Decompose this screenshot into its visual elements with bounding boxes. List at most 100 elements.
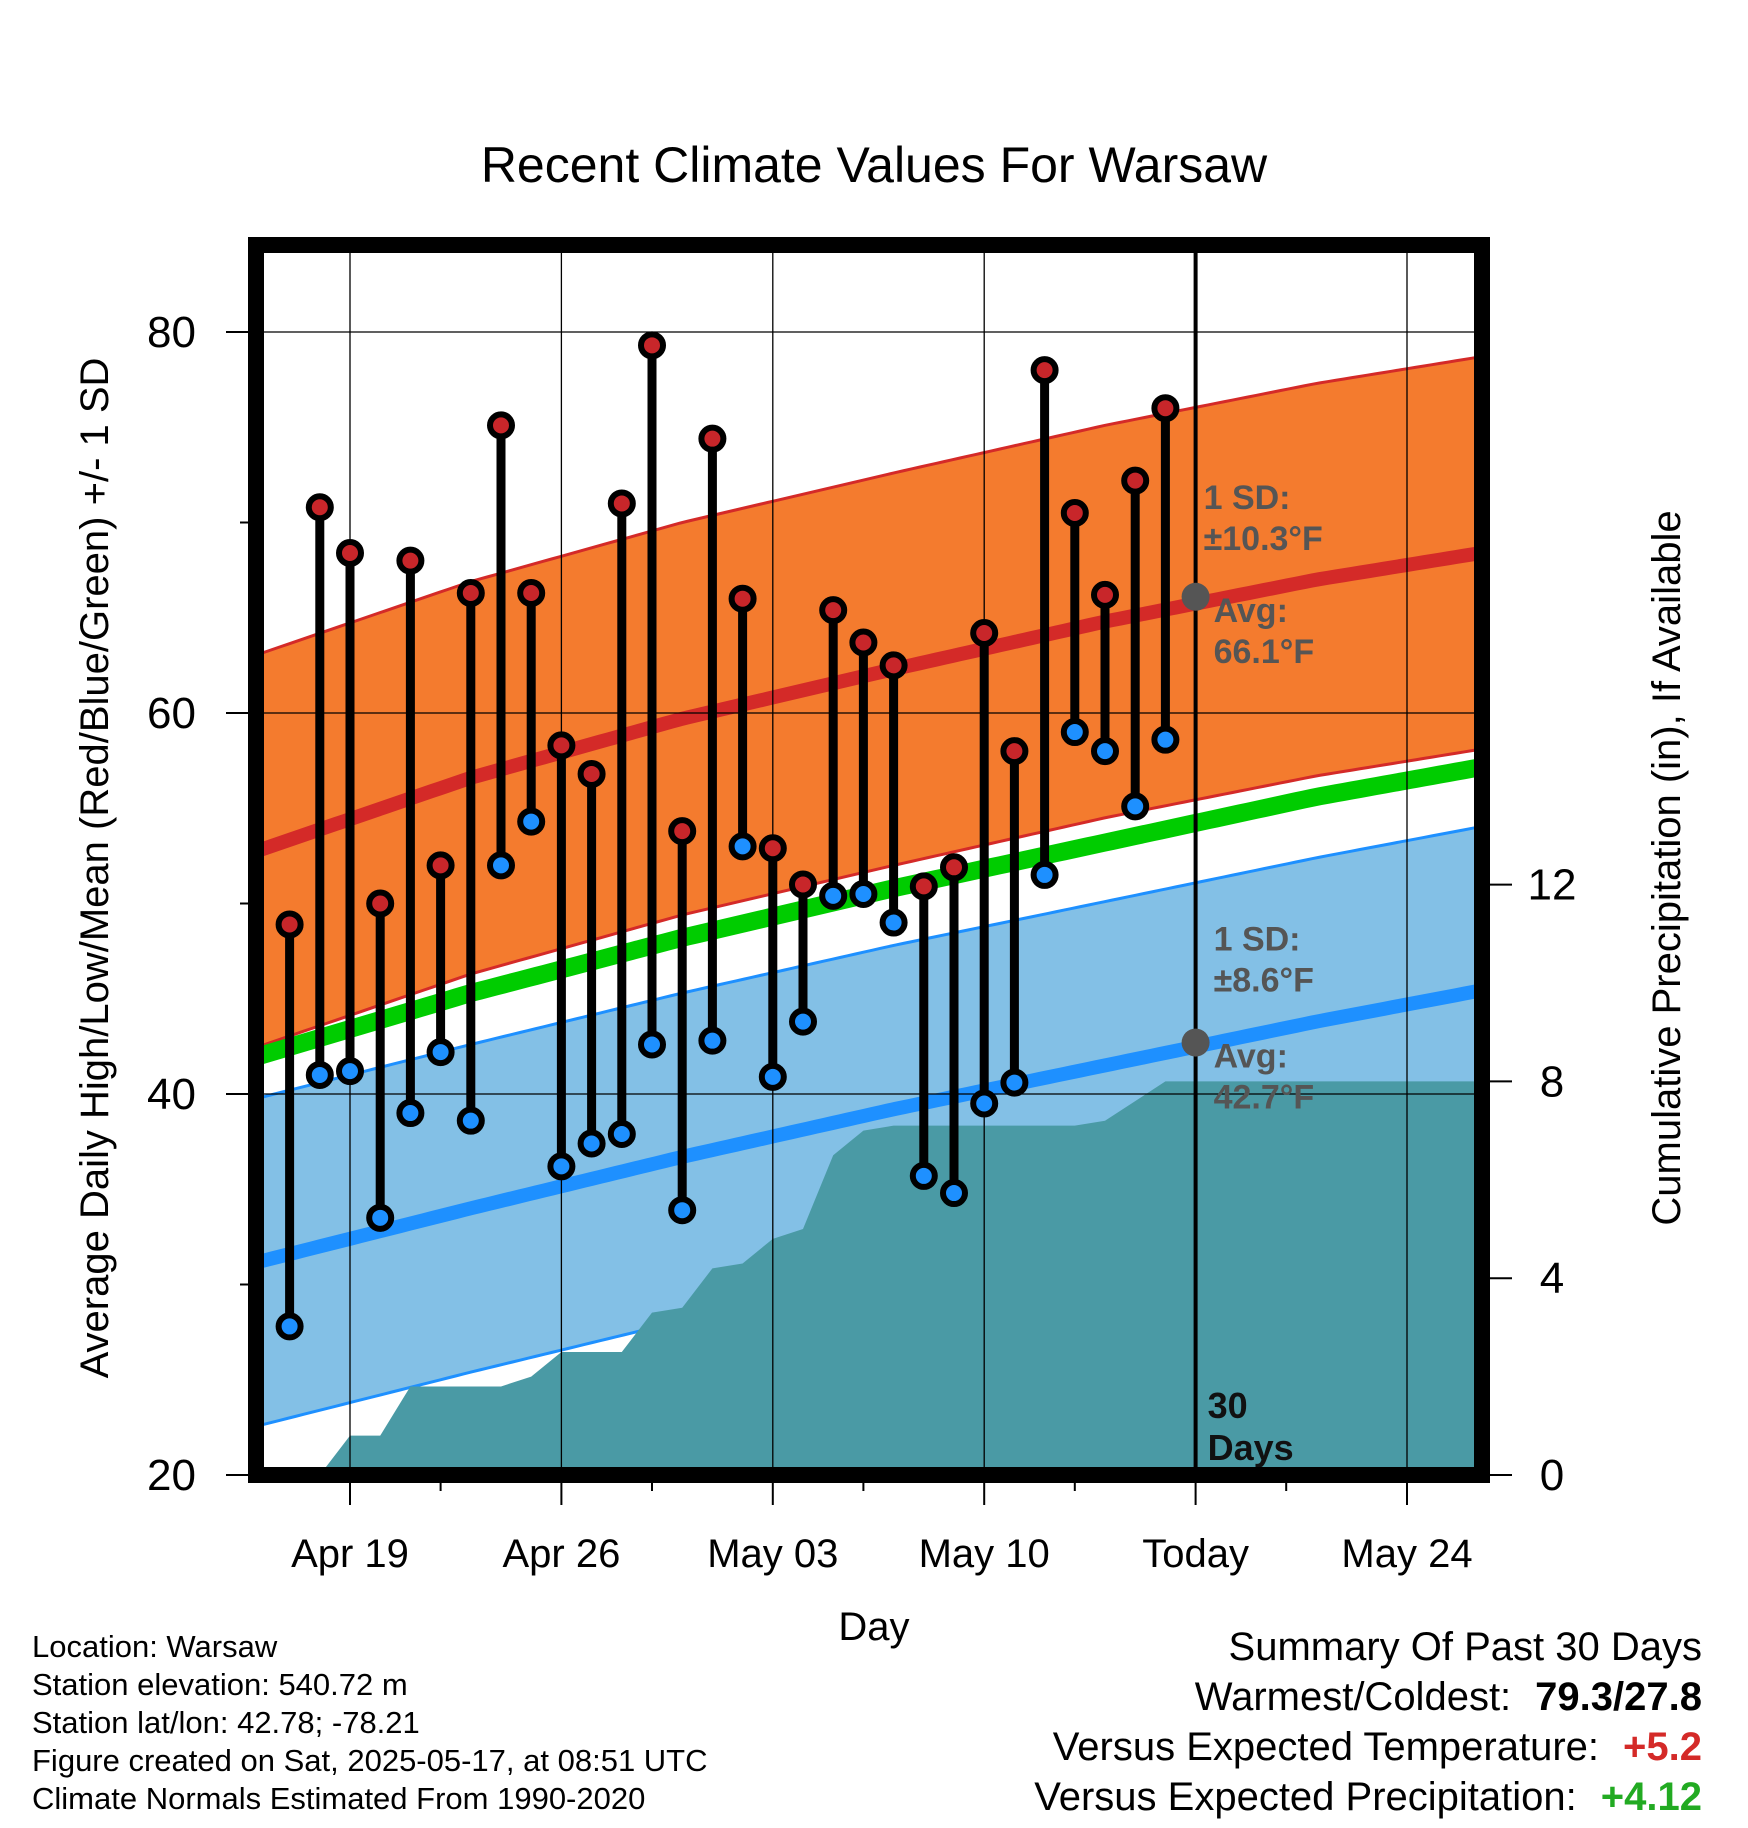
y-right-tick-label: 12: [1528, 861, 1577, 910]
y-right-tick-label: 4: [1540, 1254, 1564, 1303]
daily-high-dot: [789, 870, 817, 899]
warmest-coldest-value: 79.3/27.8: [1535, 1675, 1702, 1719]
daily-low-dot: [607, 1120, 636, 1149]
temp-departure-row: Versus Expected Temperature: +5.2: [1034, 1722, 1702, 1772]
daily-high-dot: [607, 489, 636, 518]
summary-panel: Summary Of Past 30 Days Warmest/Coldest:…: [1034, 1622, 1702, 1822]
daily-high-dot: [577, 759, 606, 788]
today-low-avg-marker: [1181, 1028, 1210, 1057]
daily-high-dot: [305, 493, 334, 522]
y-left-tick-label: 60: [147, 689, 196, 738]
daily-low-dot: [849, 879, 878, 908]
y-right-tick-label: 8: [1540, 1057, 1564, 1106]
warmest-coldest-row: Warmest/Coldest: 79.3/27.8: [1034, 1672, 1702, 1722]
daily-high-dot: [336, 538, 364, 567]
daily-high-dot: [909, 872, 938, 901]
daily-low-dot: [909, 1161, 938, 1190]
daily-high-dot: [970, 618, 999, 647]
high-band-lower-edge: [256, 747, 1482, 1049]
normal-low-line: [256, 983, 1482, 1270]
daily-low-dot: [1151, 725, 1180, 754]
daily-low-dot: [879, 908, 908, 937]
y-left-tick-label: 20: [147, 1451, 196, 1500]
low-band-upper-edge: [256, 824, 1482, 1101]
low-avg-value: 42.7°F: [1214, 1079, 1315, 1117]
x-tick-label: Today: [1142, 1532, 1249, 1576]
daily-low-dot: [1060, 718, 1089, 747]
high-avg-value: 66.1°F: [1214, 633, 1315, 671]
daily-low-dot: [1000, 1068, 1029, 1097]
daily-high-dot: [1060, 498, 1089, 527]
today-high-avg-marker: [1181, 582, 1210, 611]
chart-title: Recent Climate Values For Warsaw: [481, 137, 1268, 193]
daily-high-dot: [668, 817, 697, 846]
daily-low-dot: [819, 881, 848, 910]
daily-high-dot: [487, 411, 515, 440]
x-tick-label: May 10: [919, 1532, 1050, 1576]
daily-low-dot: [789, 1007, 817, 1036]
daily-high-dot: [517, 578, 546, 607]
daily-high-dot: [728, 584, 757, 613]
temp-departure-value: +5.2: [1623, 1725, 1702, 1769]
y-right-tick-label: 0: [1540, 1451, 1564, 1500]
temp-departure-label: Versus Expected Temperature:: [1052, 1725, 1600, 1769]
precip-departure-value: +4.12: [1600, 1775, 1702, 1819]
precip-departure-row: Versus Expected Precipitation: +4.12: [1034, 1772, 1702, 1822]
y-axis-left-label: Average Daily High/Low/Mean (Red/Blue/Gr…: [73, 358, 117, 1379]
daily-low-dot: [970, 1089, 999, 1118]
daily-high-dot: [275, 910, 304, 939]
low-sd-band: [256, 826, 1482, 1427]
daily-high-dot: [1121, 466, 1150, 495]
daily-low-dot: [426, 1038, 455, 1067]
daily-low-dot: [1030, 860, 1059, 889]
x-tick-label: Apr 26: [502, 1532, 620, 1576]
low-sd-value: ±8.6°F: [1214, 962, 1314, 1000]
daily-high-dot: [940, 853, 968, 882]
plot-frame: [248, 237, 1490, 1483]
location-text: Location: Warsaw: [32, 1629, 278, 1664]
daily-low-dot: [456, 1106, 485, 1135]
daily-low-dot: [1091, 737, 1119, 766]
low-sd-label: 1 SD:: [1214, 921, 1301, 959]
elevation-text: Station elevation: 540.72 m: [32, 1667, 408, 1702]
daily-high-dot: [547, 731, 576, 760]
daily-low-dot: [396, 1099, 425, 1128]
daily-low-dot: [758, 1062, 787, 1091]
daily-high-dot: [426, 851, 455, 880]
y-axis-right-label: Cumulative Precipitation (in), If Availa…: [1645, 510, 1689, 1225]
normal-high-line: [256, 545, 1482, 858]
normals-text: Climate Normals Estimated From 1990-2020: [32, 1781, 646, 1816]
daily-low-dot: [698, 1026, 727, 1055]
daily-high-dot: [456, 578, 485, 607]
high-sd-label: 1 SD:: [1204, 479, 1291, 517]
days-count-label: 30: [1208, 1385, 1248, 1426]
daily-high-dot: [849, 628, 878, 657]
x-tick-label: Apr 19: [291, 1532, 409, 1576]
summary-title: Summary Of Past 30 Days: [1228, 1625, 1702, 1669]
daily-low-dot: [517, 807, 546, 836]
daily-high-dot: [638, 331, 666, 360]
daily-low-dot: [547, 1152, 576, 1181]
daily-low-dot: [487, 851, 515, 880]
daily-high-dot: [1000, 737, 1029, 766]
daily-low-dot: [275, 1312, 304, 1341]
daily-high-dot: [698, 424, 727, 453]
precip-departure-label: Versus Expected Precipitation:: [1034, 1775, 1577, 1819]
created-text: Figure created on Sat, 2025-05-17, at 08…: [32, 1743, 708, 1778]
daily-low-dot: [668, 1196, 697, 1225]
y-left-tick-label: 80: [147, 308, 196, 357]
daily-high-dot: [819, 596, 848, 625]
daily-high-dot: [1091, 580, 1119, 609]
daily-low-dot: [728, 832, 757, 861]
daily-low-dot: [336, 1057, 364, 1086]
daily-high-dot: [396, 546, 425, 575]
x-axis-label: Day: [838, 1605, 909, 1649]
days-word-label: Days: [1208, 1427, 1294, 1468]
station-info: Location: Warsaw Station elevation: 540.…: [32, 1628, 708, 1818]
high-avg-label: Avg:: [1214, 592, 1288, 630]
precip-area: [289, 1081, 1482, 1475]
high-sd-value: ±10.3°F: [1204, 520, 1323, 558]
